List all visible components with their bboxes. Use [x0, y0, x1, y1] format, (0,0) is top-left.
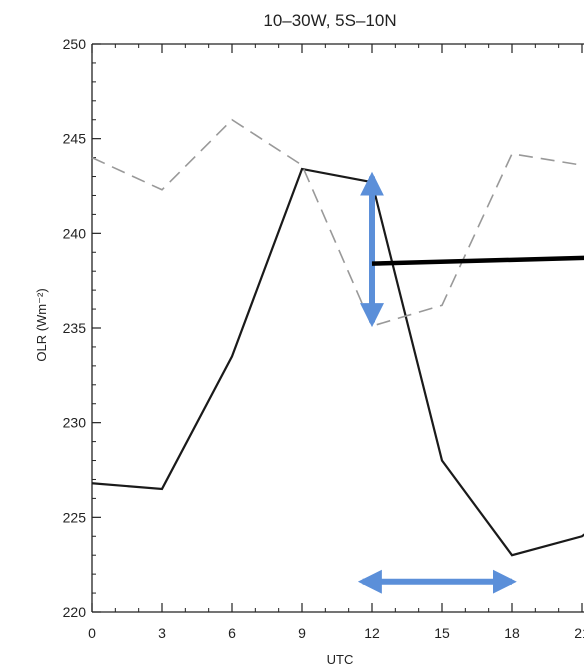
- axes: 22022523023524024525003691215182124: [63, 36, 584, 641]
- y-tick-label: 220: [63, 604, 87, 620]
- y-tick-label: 230: [63, 415, 87, 431]
- x-tick-label: 21: [574, 625, 584, 641]
- y-tick-label: 250: [63, 36, 87, 52]
- annotation-layer: [357, 171, 584, 594]
- x-tick-label: 18: [504, 625, 520, 641]
- x-tick-label: 0: [88, 625, 96, 641]
- dashed-series-line: [91, 118, 584, 328]
- y-tick-label: 245: [63, 131, 87, 147]
- x-axis-label: UTC: [327, 652, 354, 667]
- x-tick-label: 12: [364, 625, 380, 641]
- x-tick-label: 9: [298, 625, 306, 641]
- x-tick-label: 3: [158, 625, 166, 641]
- plot-frame: [91, 43, 584, 613]
- x-tick-label: 6: [228, 625, 236, 641]
- solid-series-line: [91, 167, 584, 557]
- x-tick-label: 15: [434, 625, 450, 641]
- y-tick-label: 240: [63, 225, 87, 241]
- y-tick-label: 225: [63, 509, 87, 525]
- annotation-line: [371, 255, 584, 266]
- y-tick-label: 235: [63, 320, 87, 336]
- y-axis-label: OLR (Wm⁻²): [34, 288, 49, 361]
- series-layer: [91, 118, 584, 557]
- chart-title: 10–30W, 5S–10N: [263, 11, 396, 30]
